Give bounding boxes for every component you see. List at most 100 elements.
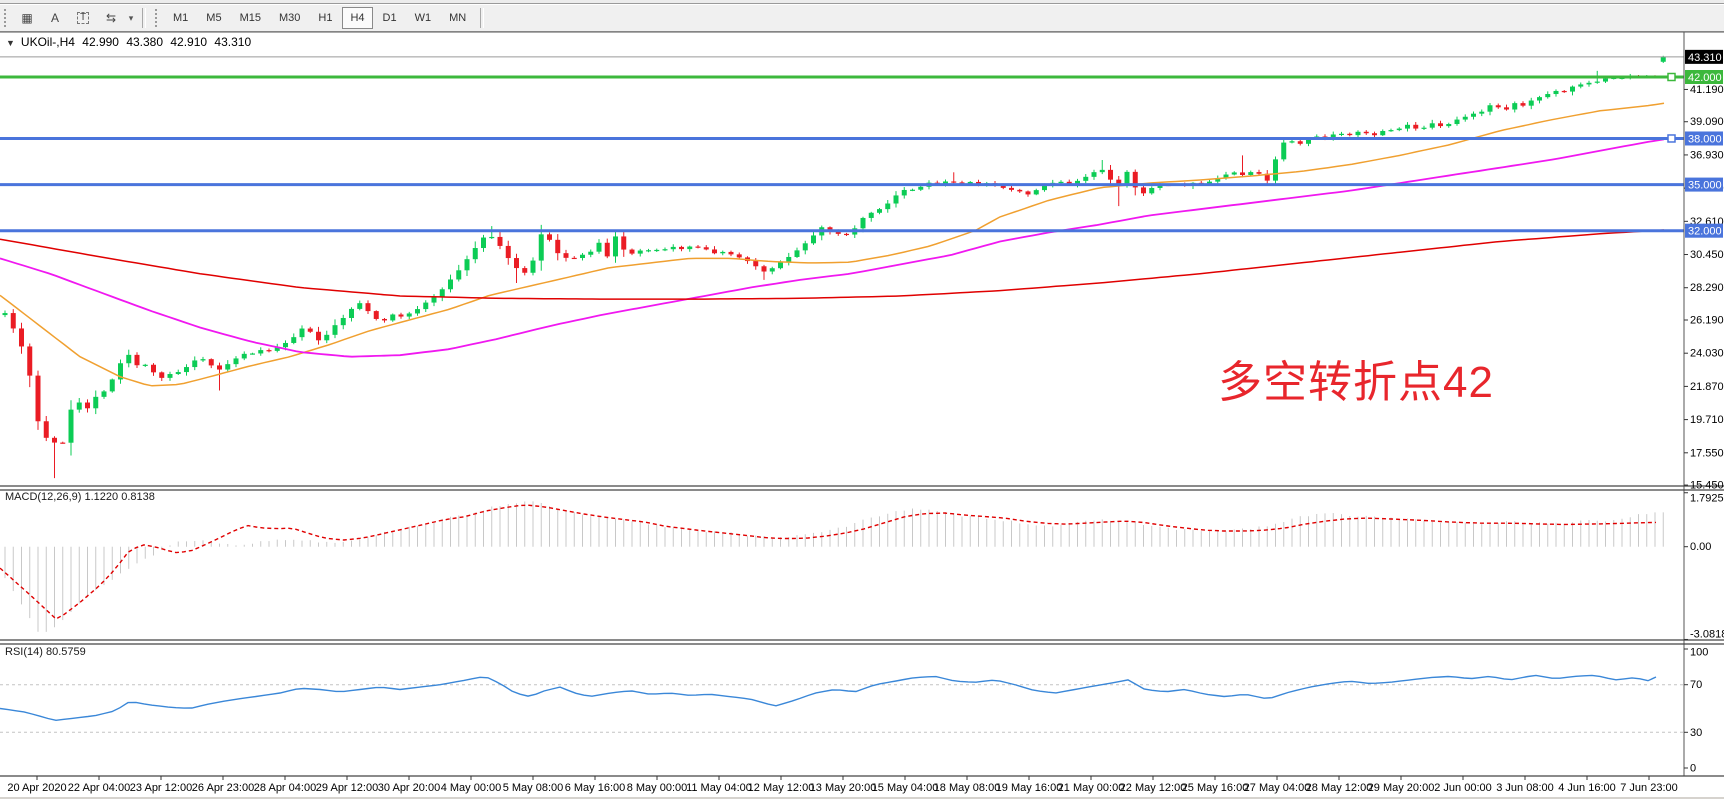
rsi-tick-label: 30 <box>1690 727 1702 739</box>
candlestick <box>1058 181 1064 184</box>
timeframe-button-w1[interactable]: W1 <box>414 12 432 24</box>
time-tick-label[interactable]: 4 Jun 16:00 <box>1558 782 1616 794</box>
timeframe-button-h1[interactable]: H1 <box>318 12 333 24</box>
candlestick <box>844 233 849 236</box>
time-tick-label[interactable]: 11 May 04:00 <box>686 782 752 794</box>
timeframe-button-d1[interactable]: D1 <box>382 12 397 24</box>
line-anchor-marker[interactable] <box>1667 134 1676 143</box>
candlestick <box>621 236 627 250</box>
ohlc-open: 42.990 <box>82 35 119 49</box>
candlestick <box>85 402 90 409</box>
time-tick-label[interactable]: 5 May 08:00 <box>503 782 564 794</box>
candlestick <box>1570 86 1575 92</box>
timeframe-button-m15[interactable]: M15 <box>239 12 261 24</box>
candlestick <box>448 279 453 290</box>
time-tick-label[interactable]: 29 May 20:00 <box>1368 782 1435 794</box>
line-anchor-marker[interactable] <box>1667 72 1676 82</box>
toolbar-drag-handle[interactable] <box>155 9 161 27</box>
candlestick <box>406 313 412 317</box>
candlestick <box>2 313 8 316</box>
candlestick <box>43 421 49 438</box>
timeframe-button-mn[interactable]: MN <box>449 12 467 24</box>
ohlc-high: 43.380 <box>126 35 164 49</box>
chevron-down-icon[interactable]: ▾ <box>128 12 134 23</box>
candlestick <box>769 268 775 272</box>
candlestick <box>1603 78 1608 82</box>
timeframe-button-m5[interactable]: M5 <box>206 12 222 24</box>
candlestick <box>1132 171 1138 188</box>
time-tick-label[interactable]: 30 Apr 20:00 <box>378 782 440 794</box>
time-tick-label[interactable]: 21 May 00:00 <box>1058 782 1125 794</box>
time-tick-label[interactable]: 2 Jun 00:00 <box>1434 782 1492 794</box>
cursor-mode-icon[interactable]: ⇆ <box>105 11 117 25</box>
time-tick-label[interactable]: 7 Jun 23:00 <box>1620 782 1678 794</box>
candlestick <box>1462 116 1468 120</box>
candlestick <box>35 375 41 422</box>
price-tick-label: 19.710 <box>1690 414 1724 426</box>
candlestick <box>415 309 420 314</box>
price-tick-label: 21.870 <box>1690 381 1724 393</box>
time-tick-label[interactable]: 28 May 12:00 <box>1306 782 1373 794</box>
time-tick-label[interactable]: 18 May 08:00 <box>934 782 1001 794</box>
candlestick <box>233 358 239 365</box>
time-tick-label[interactable]: 22 Apr 04:00 <box>68 782 130 794</box>
time-tick-label[interactable]: 27 May 04:00 <box>1244 782 1311 794</box>
time-tick-label[interactable]: 23 Apr 12:00 <box>130 782 192 794</box>
candlestick <box>1495 105 1501 108</box>
time-tick-label[interactable]: 12 May 12:00 <box>748 782 815 794</box>
time-tick-label[interactable]: 25 May 16:00 <box>1182 782 1249 794</box>
candlestick <box>588 251 594 255</box>
candlestick <box>101 391 107 397</box>
candlestick <box>167 374 173 378</box>
text-label-icon[interactable]: A <box>50 11 59 25</box>
candlestick <box>1264 173 1270 181</box>
collapse-arrow-icon[interactable]: ▼ <box>6 38 15 48</box>
toolbar-drag-handle[interactable] <box>4 9 10 27</box>
candlestick <box>1289 141 1295 143</box>
candlestick <box>877 209 882 213</box>
candlestick <box>93 396 99 409</box>
candlestick <box>1231 172 1237 175</box>
time-tick-label[interactable]: 28 Apr 04:00 <box>254 782 316 794</box>
time-tick-label[interactable]: 19 May 16:00 <box>996 782 1063 794</box>
candlestick <box>373 311 379 319</box>
price-tick-label: 26.190 <box>1690 314 1724 326</box>
time-tick-label[interactable]: 29 Apr 12:00 <box>316 782 378 794</box>
macd-tick-label: -3.0818 <box>1690 629 1724 641</box>
candlestick <box>604 242 610 257</box>
candlestick <box>555 239 561 254</box>
candlestick <box>481 237 486 249</box>
time-tick-label[interactable]: 26 Apr 23:00 <box>192 782 254 794</box>
candlestick <box>390 314 396 321</box>
price-tick-label: 39.090 <box>1690 116 1724 128</box>
text-box-icon[interactable]: T <box>70 6 96 30</box>
time-tick-label[interactable]: 6 May 16:00 <box>565 782 626 794</box>
time-tick-label[interactable]: 8 May 00:00 <box>627 782 688 794</box>
candlestick <box>184 367 189 373</box>
candlestick <box>217 365 222 370</box>
price-tick-label: 15.450 <box>1690 480 1724 492</box>
timeframe-button-m1[interactable]: M1 <box>173 12 189 24</box>
candlestick <box>241 353 247 359</box>
indicator-grid-icon[interactable]: ▦ <box>21 11 33 25</box>
time-tick-label[interactable]: 20 Apr 2020 <box>7 782 66 794</box>
time-tick-label[interactable]: 15 May 04:00 <box>872 782 939 794</box>
time-tick-label[interactable]: 4 May 00:00 <box>441 782 502 794</box>
candlestick <box>1396 128 1402 131</box>
candlestick <box>472 248 478 260</box>
rsi-indicator-label: RSI(14) 80.5759 <box>5 646 86 658</box>
candlestick <box>1421 127 1427 129</box>
time-tick-label[interactable]: 13 May 20:00 <box>810 782 877 794</box>
candlestick <box>514 258 519 269</box>
candlestick <box>456 270 462 280</box>
candlestick <box>1578 84 1584 87</box>
timeframe-button-h4[interactable]: H4 <box>342 7 373 29</box>
candlestick <box>596 242 602 252</box>
candlestick <box>967 181 973 185</box>
price-badge <box>1685 177 1723 192</box>
time-tick-label[interactable]: 3 Jun 08:00 <box>1496 782 1554 794</box>
timeframe-button-m30[interactable]: M30 <box>278 12 301 24</box>
candlestick <box>357 303 363 309</box>
time-tick-label[interactable]: 22 May 12:00 <box>1120 782 1187 794</box>
